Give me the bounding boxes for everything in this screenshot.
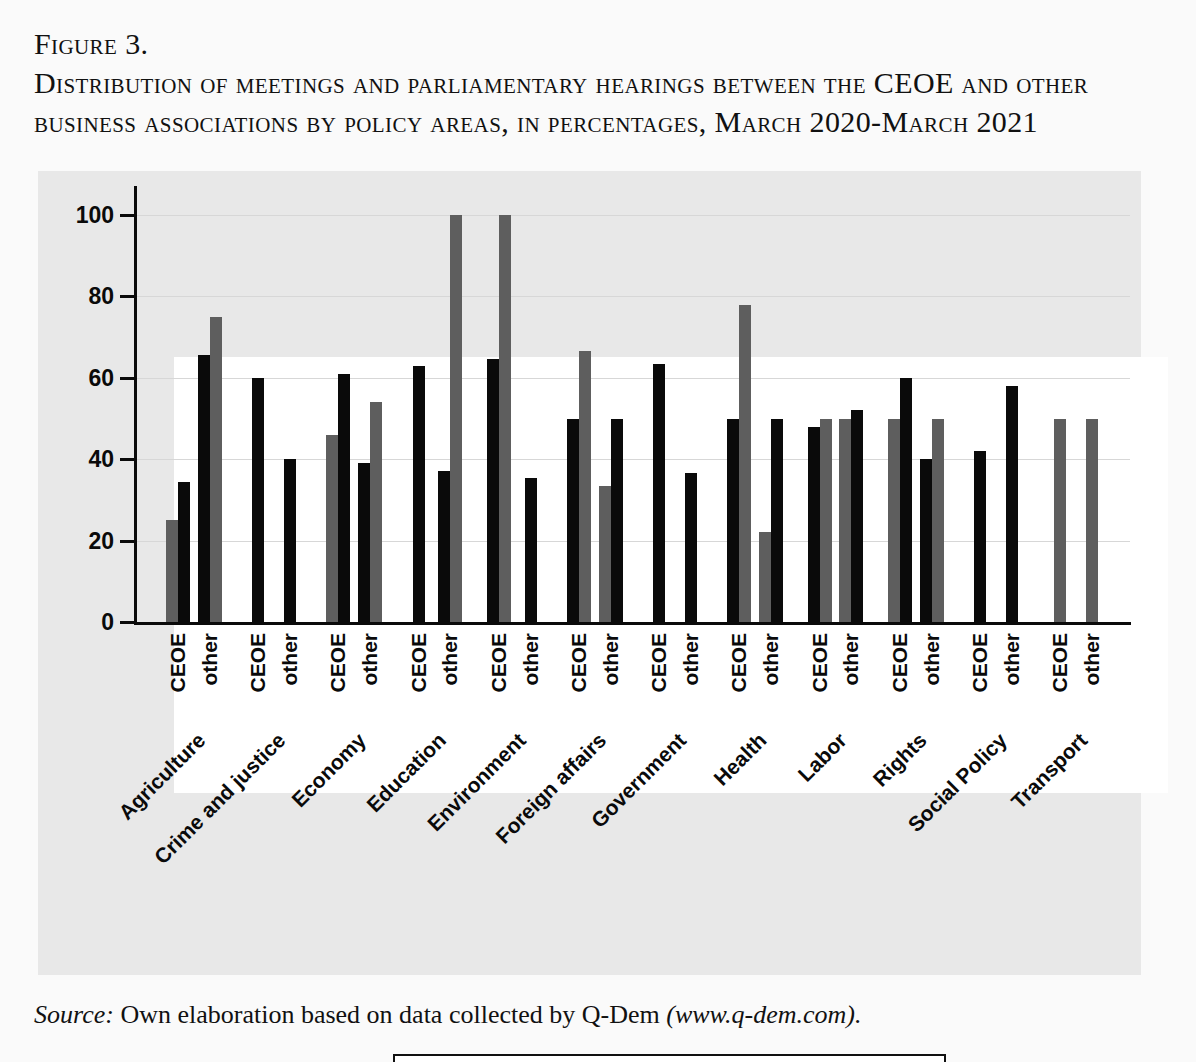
xtick-label-other: other bbox=[922, 633, 942, 686]
bar-government bbox=[252, 378, 264, 622]
bar-government bbox=[413, 366, 425, 622]
bar-parliament bbox=[1054, 419, 1066, 623]
figure-page: Figure 3. Distribution of meetings and p… bbox=[0, 0, 1196, 1062]
chart-legend: Government Parliament bbox=[393, 1054, 946, 1062]
xtick-label-ceoe: CEOE bbox=[649, 633, 669, 693]
xtick-label-other: other bbox=[841, 633, 861, 686]
bar-government bbox=[653, 364, 665, 622]
xtick-label-ceoe: CEOE bbox=[248, 633, 268, 693]
bar-parliament bbox=[579, 351, 591, 622]
y-tick-mark bbox=[120, 458, 134, 461]
bar-government bbox=[358, 463, 370, 622]
xtick-label-other: other bbox=[1082, 633, 1102, 686]
xtick-label-ceoe: CEOE bbox=[409, 633, 429, 693]
bar-government bbox=[487, 359, 499, 622]
gridline bbox=[137, 215, 1130, 216]
y-tick-label: 0 bbox=[34, 610, 114, 634]
xtick-label-ceoe: CEOE bbox=[328, 633, 348, 693]
bar-government bbox=[771, 419, 783, 623]
x-axis-line bbox=[134, 622, 1131, 625]
figure-caption: Figure 3. Distribution of meetings and p… bbox=[34, 24, 1174, 141]
bar-parliament bbox=[210, 317, 222, 622]
bar-government bbox=[808, 427, 820, 622]
bar-government bbox=[178, 482, 190, 622]
xtick-label-other: other bbox=[200, 633, 220, 686]
source-url: (www.q-dem.com). bbox=[666, 1000, 861, 1029]
bar-parliament bbox=[759, 532, 771, 622]
xtick-label-ceoe: CEOE bbox=[970, 633, 990, 693]
xtick-label-other: other bbox=[440, 633, 460, 686]
xtick-label-other: other bbox=[521, 633, 541, 686]
y-tick-mark bbox=[120, 214, 134, 217]
bar-parliament bbox=[370, 402, 382, 622]
bar-government bbox=[900, 378, 912, 622]
xtick-label-other: other bbox=[761, 633, 781, 686]
bar-government bbox=[851, 410, 863, 622]
bar-parliament bbox=[450, 215, 462, 622]
bar-government bbox=[685, 473, 697, 622]
bar-parliament bbox=[499, 215, 511, 622]
xtick-label-other: other bbox=[1002, 633, 1022, 686]
bar-government bbox=[198, 355, 210, 622]
bar-government bbox=[920, 459, 932, 622]
bar-government bbox=[974, 451, 986, 622]
gridline bbox=[137, 296, 1130, 297]
source-body: Own elaboration based on data collected … bbox=[114, 1000, 666, 1029]
bar-government bbox=[727, 419, 739, 623]
y-tick-label: 100 bbox=[34, 203, 114, 227]
figure-title-line2: business associations by policy areas, i… bbox=[34, 102, 1174, 141]
xtick-label-ceoe: CEOE bbox=[489, 633, 509, 693]
xtick-label-ceoe: CEOE bbox=[1050, 633, 1070, 693]
plot-area bbox=[174, 357, 1168, 793]
xtick-label-other: other bbox=[681, 633, 701, 686]
bar-parliament bbox=[326, 435, 338, 622]
bar-government bbox=[1006, 386, 1018, 622]
bar-government bbox=[611, 419, 623, 623]
chart-panel: CEOEotherAgricultureCEOEotherCrime and j… bbox=[38, 171, 1141, 975]
xtick-label-other: other bbox=[360, 633, 380, 686]
source-note: Source: Own elaboration based on data co… bbox=[34, 1000, 1174, 1030]
xtick-label-other: other bbox=[601, 633, 621, 686]
bar-government bbox=[567, 419, 579, 623]
bar-government bbox=[338, 374, 350, 622]
y-tick-mark bbox=[120, 377, 134, 380]
figure-title-line1: Distribution of meetings and parliamenta… bbox=[34, 63, 1174, 102]
bar-government bbox=[438, 471, 450, 622]
xtick-label-ceoe: CEOE bbox=[729, 633, 749, 693]
source-prefix: Source: bbox=[34, 1000, 114, 1029]
y-tick-label: 80 bbox=[34, 284, 114, 308]
xtick-label-ceoe: CEOE bbox=[890, 633, 910, 693]
bar-parliament bbox=[888, 419, 900, 623]
bar-parliament bbox=[1086, 419, 1098, 623]
xtick-label-ceoe: CEOE bbox=[569, 633, 589, 693]
xtick-label-ceoe: CEOE bbox=[810, 633, 830, 693]
y-tick-label: 60 bbox=[34, 366, 114, 390]
y-tick-mark bbox=[120, 621, 134, 624]
bar-parliament bbox=[839, 419, 851, 623]
bar-parliament bbox=[932, 419, 944, 623]
y-axis-line bbox=[134, 186, 137, 625]
gridline bbox=[137, 378, 1130, 379]
xtick-label-ceoe: CEOE bbox=[168, 633, 188, 693]
y-tick-label: 20 bbox=[34, 529, 114, 553]
bar-government bbox=[525, 478, 537, 622]
bar-government bbox=[284, 459, 296, 622]
bar-parliament bbox=[166, 520, 178, 622]
y-tick-mark bbox=[120, 295, 134, 298]
y-tick-mark bbox=[120, 540, 134, 543]
y-tick-label: 40 bbox=[34, 447, 114, 471]
bar-parliament bbox=[599, 486, 611, 622]
bar-parliament bbox=[820, 419, 832, 623]
xtick-label-other: other bbox=[280, 633, 300, 686]
bar-parliament bbox=[739, 305, 751, 622]
figure-label: Figure 3. bbox=[34, 24, 1174, 63]
